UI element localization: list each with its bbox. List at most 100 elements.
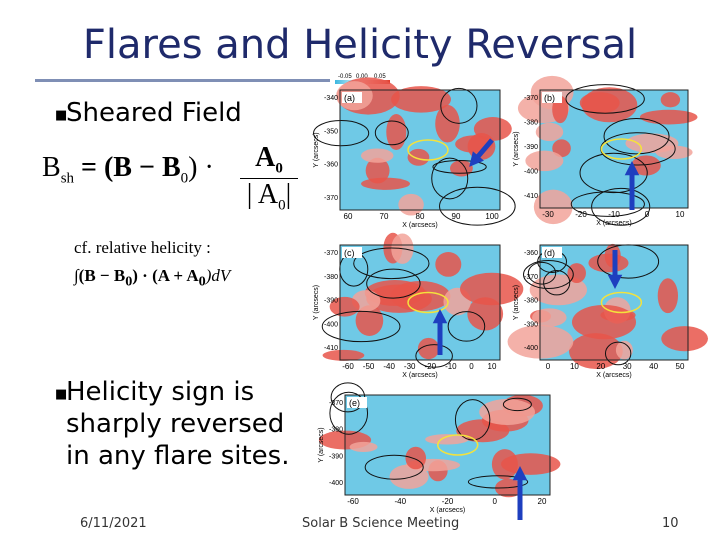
x-axis-label: X (arcsecs): [596, 372, 631, 379]
note-text: ∫(B − B: [74, 266, 126, 285]
y-axis-label: Y (arcsecs): [318, 427, 325, 462]
polarity-patch: [552, 139, 571, 158]
note-text: )dV: [205, 266, 231, 285]
formula-text: 0: [278, 197, 286, 214]
arrow-head: [607, 274, 623, 289]
colorbar-label: 0.00: [356, 74, 368, 80]
footer-event: Solar B Science Meeting: [302, 516, 460, 531]
footer-date: 6/11/2021: [80, 516, 147, 531]
arrow-head: [512, 466, 528, 481]
contour: [364, 454, 424, 480]
contour: [527, 261, 557, 285]
contour: [603, 117, 670, 155]
polarity-patch: [407, 148, 430, 166]
label-bg: [542, 92, 562, 103]
y-tick-label: -390: [324, 298, 338, 305]
polarity-patch: [660, 92, 681, 108]
y-tick-label: -360: [324, 162, 338, 169]
y-axis-label: Y (arcsecs): [313, 285, 320, 320]
bullet: Helicity sign is sharply reversed in any…: [66, 377, 290, 471]
y-axis-label: Y (arcsecs): [513, 131, 520, 166]
polarity-patch: [360, 148, 394, 163]
polarity-patch: [533, 189, 573, 225]
contour: [431, 157, 469, 200]
polarity-patch: [479, 398, 536, 426]
flare-contour: [407, 139, 449, 161]
bullet: Sheared Field: [66, 98, 242, 128]
flare-contour: [437, 434, 479, 456]
x-tick-label: 80: [416, 212, 425, 221]
y-tick-label: -410: [524, 193, 538, 200]
y-tick-label: -370: [324, 250, 338, 257]
contour: [321, 310, 401, 343]
note: cf. relative helicity :: [74, 238, 211, 257]
x-tick-label: -60: [347, 497, 359, 506]
x-tick-label: 10: [570, 362, 579, 371]
polarity-patch: [532, 308, 567, 327]
label-bg: [347, 397, 367, 408]
formula-text: B: [42, 152, 61, 183]
y-tick-label: -350: [324, 128, 338, 135]
panel-frame: [339, 244, 501, 361]
note-text: 0: [198, 273, 206, 290]
y-tick-label: -390: [329, 453, 343, 460]
x-tick-label: 70: [380, 212, 389, 221]
y-tick-label: -380: [324, 274, 338, 281]
formula-text: | A: [246, 178, 279, 210]
x-tick-label: -20: [575, 210, 587, 219]
x-tick-label: -60: [342, 362, 354, 371]
fraction: A0 | A0|: [240, 142, 298, 214]
x-tick-label: 0: [493, 497, 498, 506]
polarity-patch: [567, 263, 586, 283]
polarity-patch: [473, 117, 512, 141]
y-tick-label: -400: [324, 321, 338, 328]
panel-label: (a): [344, 93, 355, 103]
x-tick-label: -40: [394, 497, 406, 506]
polarity-patch: [525, 150, 564, 172]
panel-label: (c): [344, 248, 355, 258]
arrow-head: [469, 151, 484, 167]
contour: [353, 247, 430, 280]
note: ∫(B − B0) · (A + A0)dV: [74, 266, 230, 290]
x-tick-label: 60: [344, 212, 353, 221]
y-tick-label: -400: [329, 480, 343, 487]
label-bg: [342, 92, 362, 103]
polarity-patch: [631, 155, 661, 176]
polarity-patch: [467, 297, 504, 331]
x-tick-label: 50: [676, 362, 685, 371]
x-tick-label: 0: [645, 210, 650, 219]
polarity-patch: [501, 453, 561, 475]
y-tick-label: -410: [324, 345, 338, 352]
x-tick-label: -20: [425, 362, 437, 371]
formula: Bsh = (B − B0) ·: [42, 152, 214, 188]
polarity-patch: [365, 157, 390, 184]
contour: [447, 311, 486, 342]
y-tick-label: -380: [329, 427, 343, 434]
contour: [467, 475, 529, 489]
y-tick-label: -370: [524, 95, 538, 102]
x-tick-label: -50: [363, 362, 375, 371]
title: Flares and Helicity Reversal: [82, 22, 638, 68]
x-tick-label: -30: [404, 362, 416, 371]
contour: [604, 341, 632, 366]
polarity-patch: [417, 337, 440, 360]
panel-frame: [339, 89, 501, 211]
contour: [570, 191, 645, 217]
x-tick-label: -40: [383, 362, 395, 371]
contour: [432, 159, 487, 174]
polarity-patch: [405, 446, 427, 470]
y-tick-label: -340: [324, 95, 338, 102]
y-tick-label: -400: [524, 345, 538, 352]
arrow-head: [432, 309, 448, 324]
y-tick-label: -390: [524, 321, 538, 328]
polarity-patch: [425, 434, 469, 445]
y-axis-label: Y (arcsecs): [513, 285, 520, 320]
x-tick-label: 0: [546, 362, 551, 371]
title-rule: [35, 79, 330, 82]
formula-text: sh: [60, 170, 75, 187]
note-text: 0: [125, 273, 133, 290]
y-tick-label: -380: [524, 120, 538, 127]
panel-frame: [539, 89, 689, 209]
contour: [543, 270, 571, 296]
